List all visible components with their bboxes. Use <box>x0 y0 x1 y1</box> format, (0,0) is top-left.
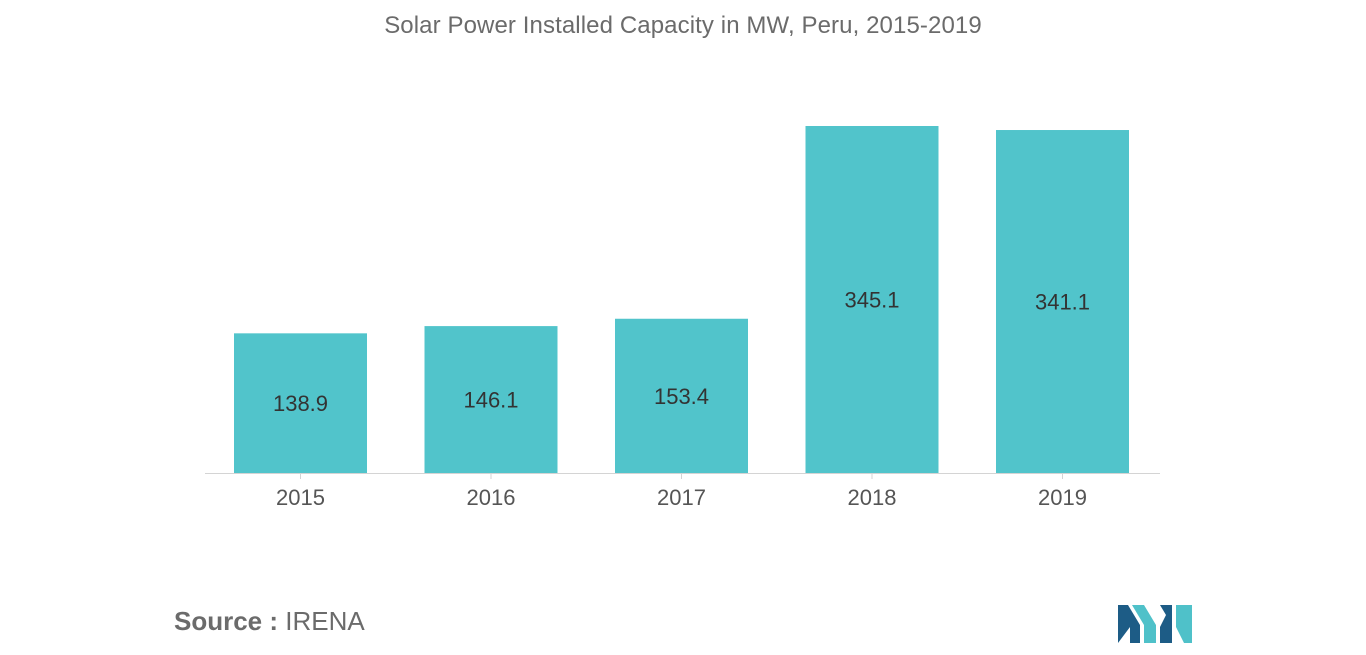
source-value: IRENA <box>285 606 365 636</box>
bar-2017 <box>615 318 748 473</box>
logo-left-dark-shape <box>1118 605 1140 643</box>
chart-title: Solar Power Installed Capacity in MW, Pe… <box>384 12 982 39</box>
x-tick-label-2015: 2015 <box>276 485 325 510</box>
x-tick-label-2016: 2016 <box>467 485 516 510</box>
value-label-2017: 153.4 <box>654 384 709 409</box>
source-label: Source : <box>174 606 279 636</box>
value-labels-layer: 138.9 146.1 153.4 345.1 341.1 <box>273 288 1090 417</box>
bar-2016 <box>424 326 558 473</box>
bar-2015 <box>234 333 367 473</box>
bars-layer <box>234 126 1129 473</box>
mordor-intelligence-logo-icon <box>1118 605 1192 643</box>
x-tick-label-2017: 2017 <box>657 485 706 510</box>
bar-2019 <box>996 130 1129 473</box>
bar-2018 <box>805 126 939 473</box>
value-label-2016: 146.1 <box>463 388 518 413</box>
value-label-2019: 341.1 <box>1035 290 1090 315</box>
logo-right-light-shape <box>1176 605 1192 643</box>
x-tick-labels-layer: 2015 2016 2017 2018 2019 <box>276 473 1087 510</box>
x-tick-label-2019: 2019 <box>1038 485 1087 510</box>
logo-right-dark-shape <box>1160 605 1172 643</box>
x-tick-label-2018: 2018 <box>848 485 897 510</box>
logo-left-light-shape <box>1132 605 1156 643</box>
source-note: Source : IRENA <box>174 606 365 637</box>
value-label-2018: 345.1 <box>844 288 899 313</box>
value-label-2015: 138.9 <box>273 391 328 416</box>
